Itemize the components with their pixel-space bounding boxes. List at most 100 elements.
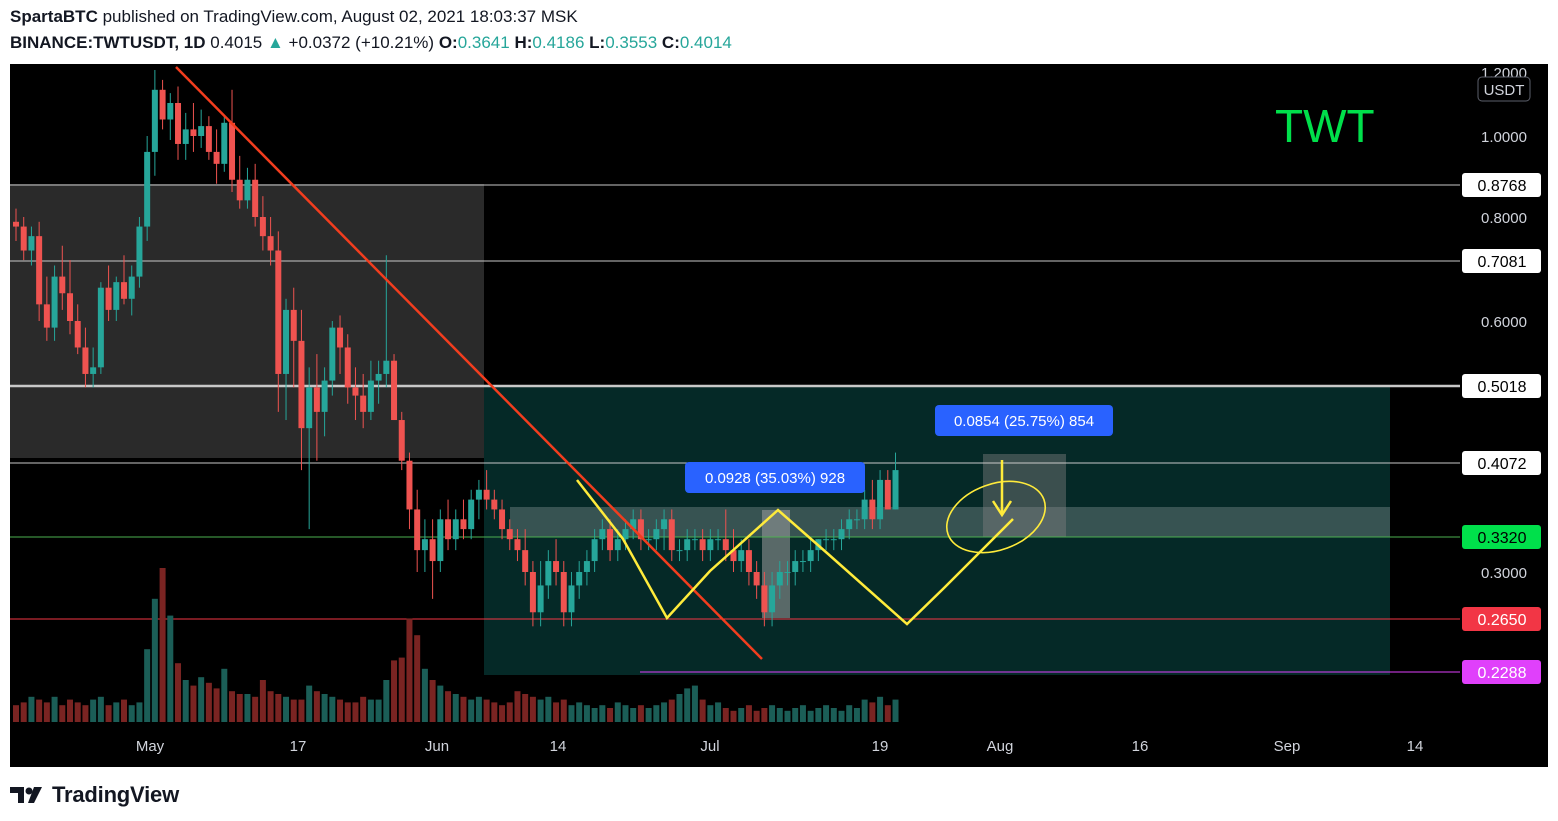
currency-badge-box (1477, 76, 1531, 102)
candle-body (97, 287, 104, 368)
candle (776, 561, 783, 599)
volume-bar (360, 696, 367, 722)
candle (769, 572, 776, 627)
candle-body (637, 519, 644, 540)
candle-body (43, 304, 50, 328)
candle-body (691, 539, 698, 541)
candle-body (676, 550, 683, 552)
candle (630, 509, 637, 540)
candle-body (776, 572, 783, 586)
candle (684, 529, 691, 562)
candle-body (445, 519, 452, 540)
last-price: 0.4015 (210, 33, 263, 52)
volume-bar (43, 702, 50, 722)
candle (676, 539, 683, 562)
candle-body (622, 529, 629, 540)
candle-body (583, 561, 590, 572)
candle-body (838, 529, 845, 540)
volume-bar (614, 702, 621, 722)
volume-bar (460, 696, 467, 722)
price-badge-1: 0.7081 (1462, 249, 1541, 273)
candle-body (452, 519, 459, 540)
x-tick-label: 14 (1407, 738, 1424, 755)
price-badge-text: 0.8768 (1478, 178, 1527, 195)
candle (190, 103, 197, 152)
volume-bar (267, 691, 274, 722)
candle-body (576, 572, 583, 586)
measure-label-text: 0.0928 (35.03%) 928 (705, 470, 845, 487)
candle (591, 529, 598, 572)
volume-bar (175, 663, 182, 722)
volume-bar (730, 710, 737, 722)
candle (159, 79, 166, 130)
volume-bar (637, 705, 644, 722)
candle (375, 360, 382, 404)
price-badge-2: 0.5018 (1462, 374, 1541, 398)
volume-bar (252, 696, 259, 722)
candle (13, 208, 19, 241)
volume-bar (82, 705, 89, 722)
volume-bar (90, 699, 97, 722)
candle-body (421, 539, 428, 551)
volume-bar (668, 699, 675, 722)
candle (121, 255, 128, 305)
y-tick-label: 0.3000 (1481, 565, 1527, 582)
candle-body (614, 539, 621, 551)
candle (823, 529, 830, 551)
volume-bar (398, 657, 405, 722)
candle (499, 499, 506, 540)
volume-bar (306, 685, 313, 722)
candle-body (668, 519, 675, 551)
candle (560, 561, 567, 627)
price-badge-5: 0.2650 (1462, 607, 1541, 631)
volume-bar (468, 699, 475, 722)
candle (699, 529, 706, 562)
open-value: 0.3641 (457, 33, 510, 52)
chart-area[interactable]: 0.0928 (35.03%) 928 0.0854 (25.75%) 854 TW… (10, 64, 1548, 767)
volume-bar (283, 696, 290, 722)
candle-body (483, 489, 490, 500)
candle (267, 217, 274, 266)
currency-label: USDT (1484, 82, 1525, 99)
price-chart[interactable]: 0.0928 (35.03%) 928 0.0854 (25.75%) 854 TW… (10, 64, 1548, 767)
volume-bar (799, 705, 806, 722)
candle (74, 304, 81, 355)
volume-bar (313, 691, 320, 722)
candle (352, 367, 359, 421)
candle-body (313, 387, 320, 412)
volume-bar (229, 691, 236, 722)
candle (321, 367, 328, 437)
open-label: O: (438, 33, 458, 52)
candle-body (398, 420, 405, 461)
candle-body (182, 129, 189, 144)
x-tick-label: 16 (1132, 738, 1149, 755)
candle (36, 221, 43, 321)
volume-bar (776, 708, 783, 722)
volume-bar (337, 699, 344, 722)
volume-bar (67, 699, 74, 722)
close-label: C: (661, 33, 680, 52)
candle (691, 529, 698, 551)
volume-bar (553, 702, 560, 722)
price-badge-box (1462, 525, 1541, 549)
candle (391, 354, 398, 421)
x-tick-label: Jun (425, 738, 449, 755)
volume-bar (13, 705, 19, 722)
volume-bar (784, 710, 791, 722)
candle-body (468, 499, 475, 530)
candle (67, 260, 74, 335)
volume-bar (429, 680, 436, 722)
candle (529, 561, 536, 627)
candle-body (360, 395, 367, 412)
candle-body (684, 539, 691, 551)
candle (82, 327, 89, 388)
candle-body (198, 126, 205, 136)
candle (290, 287, 297, 388)
candle (182, 112, 189, 160)
price-badge-3: 0.4072 (1462, 451, 1541, 475)
candle (807, 539, 814, 572)
volume-bar (823, 705, 830, 722)
candle (151, 70, 158, 176)
low-value: 0.3553 (605, 33, 658, 52)
candle-body (475, 489, 482, 500)
